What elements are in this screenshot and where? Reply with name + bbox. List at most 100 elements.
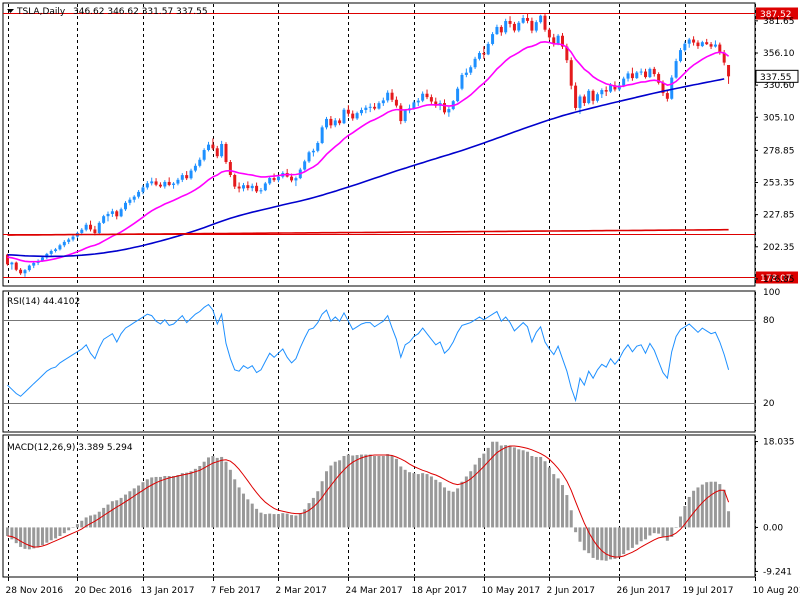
macd-histogram-bar xyxy=(670,527,674,537)
candle-body xyxy=(477,53,481,59)
macd-histogram-bar xyxy=(718,484,722,528)
macd-histogram-bar xyxy=(683,506,687,528)
macd-histogram-bar xyxy=(491,441,495,528)
candle-body xyxy=(394,99,398,106)
candle-body xyxy=(311,150,315,153)
moving-average-lines xyxy=(7,40,730,263)
macd-histogram-bar xyxy=(180,473,184,528)
candle-body xyxy=(320,127,324,143)
macd-histogram-bar xyxy=(421,473,425,528)
candle-body xyxy=(534,22,538,31)
candle-body xyxy=(259,190,263,192)
macd-histogram-bar xyxy=(630,527,634,548)
macd-histogram-bar xyxy=(359,454,363,528)
macd-panel[interactable]: 18.035 0.00 -9.241 MACD(12,26,9) 3.389 5.2… xyxy=(2,434,795,578)
candle-body xyxy=(237,186,241,189)
current-price-tag xyxy=(755,69,799,83)
candle-body xyxy=(19,269,23,274)
price-axis: 381.65 356.10 330.60 305.10 278.85 253.35 227.… xyxy=(755,17,799,285)
candle-body xyxy=(630,73,634,79)
candle-body xyxy=(224,143,228,163)
candle-body xyxy=(97,222,101,234)
macd-histogram-bar xyxy=(316,491,320,528)
rsi-title: RSI(14) 44.4102 xyxy=(7,297,80,307)
macd-histogram-bar xyxy=(106,504,110,528)
macd-histogram-bar xyxy=(609,527,613,560)
macd-histogram-bar xyxy=(705,482,709,528)
candle-body xyxy=(150,181,154,184)
macd-histogram-bar xyxy=(434,479,438,528)
candle-body xyxy=(154,181,158,185)
candle-body xyxy=(434,101,438,106)
candle-body xyxy=(661,82,665,94)
candle-body xyxy=(163,181,167,187)
candle-body xyxy=(464,72,468,75)
price-panel[interactable]: 387.52 178.07 381.65 356.10 330.60 305.10 278… xyxy=(2,2,799,287)
candle-body xyxy=(220,143,224,157)
macd-histogram-bar xyxy=(255,508,259,528)
macd-histogram-bar xyxy=(438,482,442,528)
macd-histogram-bar xyxy=(67,527,71,531)
time-tick-label: 19 Jul 2017 xyxy=(683,586,734,596)
candle-body xyxy=(333,120,337,126)
candle-body xyxy=(429,97,433,102)
macd-histogram-bar xyxy=(202,461,206,528)
macd-histogram-bar xyxy=(150,477,154,528)
candle-body xyxy=(180,175,184,180)
candle-body xyxy=(110,211,114,214)
time-tick-label: 10 Aug 2017 xyxy=(753,586,800,596)
candle-body xyxy=(290,176,294,181)
macd-histogram-bar xyxy=(648,527,652,536)
candle-body xyxy=(626,73,630,79)
macd-histogram-bar xyxy=(237,487,241,528)
macd-histogram-bar xyxy=(276,514,280,528)
macd-histogram-bar xyxy=(595,527,599,560)
candle-body xyxy=(652,68,656,75)
candle-body xyxy=(665,93,669,99)
candle-body xyxy=(648,68,652,78)
candle-body xyxy=(639,71,643,73)
macd-histogram-bar xyxy=(381,456,385,528)
macd-histogram-bar xyxy=(587,527,591,554)
macd-histogram-bar xyxy=(403,469,407,528)
macd-histogram-bar xyxy=(543,461,547,528)
macd-histogram-bar xyxy=(233,479,237,528)
candle-body xyxy=(128,199,132,203)
macd-histogram-bar xyxy=(460,481,464,528)
macd-histogram-bar xyxy=(727,511,731,528)
macd-histogram-bar xyxy=(23,527,27,549)
macd-histogram-bar xyxy=(560,485,564,528)
dropdown-arrow-icon[interactable] xyxy=(7,9,14,13)
macd-histogram-bar xyxy=(189,471,193,528)
candle-body xyxy=(145,183,149,188)
candle-body xyxy=(58,245,62,250)
macd-histogram-bar xyxy=(652,527,656,534)
price-tick-label: 330.60 xyxy=(763,81,795,91)
candle-body xyxy=(10,262,14,265)
macd-histogram-bar xyxy=(128,491,132,528)
macd-histogram-bar xyxy=(14,527,18,544)
macd-histogram-bar xyxy=(456,488,460,528)
symbol-label: TSLA,Daily xyxy=(16,7,66,17)
rsi-panel[interactable]: 100 80 20 RSI(14) 44.4102 xyxy=(2,288,780,433)
candle-body xyxy=(211,144,215,149)
macd-histogram-bar xyxy=(58,527,62,536)
candle-body xyxy=(207,144,211,151)
price-vertical-grid xyxy=(8,4,756,285)
candle-body xyxy=(600,90,604,95)
macd-histogram-bar xyxy=(224,461,228,528)
rsi-tick-label: 100 xyxy=(763,288,780,298)
macd-histogram-bar xyxy=(674,527,678,528)
macd-histogram-bar xyxy=(294,515,298,528)
macd-title: MACD(12,26,9) 3.389 5.294 xyxy=(7,443,133,453)
candle-body xyxy=(329,118,333,126)
rsi-axis: 100 80 20 xyxy=(763,288,780,409)
candle-body xyxy=(40,257,44,261)
candle-body xyxy=(421,93,425,101)
price-tick-label: 278.85 xyxy=(763,146,795,156)
price-tick-label: 381.65 xyxy=(763,17,795,27)
time-tick-label: 24 Mar 2017 xyxy=(346,586,403,596)
macd-histogram-bar xyxy=(508,445,512,528)
